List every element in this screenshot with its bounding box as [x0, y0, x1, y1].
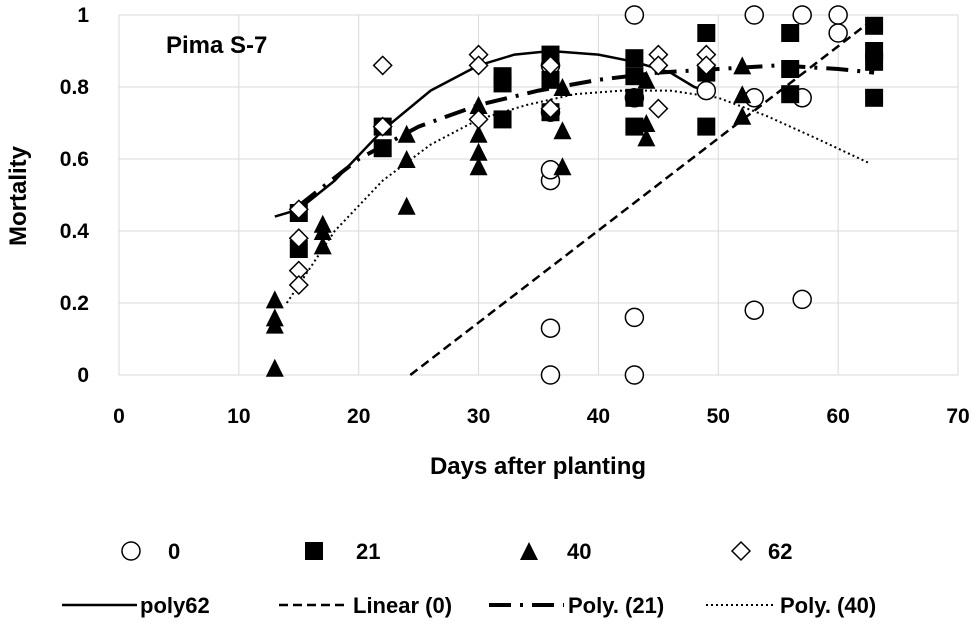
y-tick-label: 0.8 — [60, 76, 90, 99]
y-tick-label: 0 — [77, 364, 89, 387]
point-series-62 — [540, 55, 561, 76]
point-series-40 — [733, 106, 752, 125]
x-tick-label: 30 — [467, 405, 490, 428]
chart-annotation: Pima S-7 — [166, 32, 267, 59]
point-series-62 — [288, 274, 309, 296]
point-series-21 — [289, 240, 308, 258]
x-tick-label: 70 — [946, 405, 969, 428]
point-series-0 — [696, 80, 717, 101]
point-series-40 — [265, 290, 284, 309]
trendline-poly-40 — [285, 89, 869, 304]
point-series-21 — [865, 16, 884, 35]
point-series-40 — [733, 56, 752, 75]
point-series-21 — [781, 60, 800, 78]
point-series-62 — [468, 55, 489, 76]
point-series-0 — [828, 5, 848, 25]
point-series-40 — [469, 142, 488, 161]
point-series-40 — [313, 222, 332, 240]
point-series-21 — [541, 45, 560, 64]
data-points — [265, 5, 884, 385]
point-series-62 — [648, 98, 669, 119]
point-series-40 — [553, 78, 572, 96]
point-series-0 — [744, 300, 764, 320]
y-tick-label: 1 — [77, 4, 89, 27]
point-series-62 — [288, 199, 309, 220]
point-series-21 — [625, 49, 644, 68]
point-series-21 — [373, 139, 392, 158]
point-series-21 — [625, 67, 644, 86]
point-series-21 — [865, 52, 884, 71]
point-series-40 — [553, 157, 572, 176]
legend-label-62: 62 — [768, 539, 792, 564]
point-series-40 — [637, 70, 656, 89]
x-tick-label: 50 — [707, 405, 730, 428]
point-series-21 — [697, 24, 716, 42]
point-series-62 — [468, 109, 489, 130]
point-series-40 — [265, 358, 284, 377]
point-series-21 — [781, 24, 800, 42]
x-tick-label: 60 — [826, 405, 849, 428]
point-series-21 — [493, 74, 512, 93]
point-series-40 — [637, 114, 656, 132]
tick-labels: 0 10 20 30 40 50 60 70 0 0.2 0.4 0.6 0.8 1 — [60, 4, 970, 428]
legend-marker-21 — [305, 542, 323, 560]
point-series-40 — [733, 85, 752, 104]
point-series-62 — [288, 228, 309, 249]
point-series-0 — [540, 318, 561, 338]
point-series-21 — [493, 110, 512, 129]
point-series-0 — [540, 365, 561, 385]
x-tick-label: 20 — [347, 405, 370, 428]
x-axis-title: Days after planting — [430, 453, 646, 480]
legend-marker-40 — [520, 542, 538, 560]
point-series-21 — [625, 88, 644, 107]
point-series-40 — [637, 128, 656, 147]
legend-marker-0 — [121, 541, 141, 561]
point-series-0 — [828, 23, 848, 43]
point-series-21 — [781, 85, 800, 104]
grid — [118, 14, 959, 376]
point-series-0 — [624, 365, 645, 385]
point-series-21 — [697, 117, 716, 136]
x-tick-label: 10 — [227, 405, 250, 428]
point-series-62 — [540, 98, 561, 119]
point-series-0 — [624, 307, 645, 328]
point-series-0 — [792, 289, 812, 310]
legend-label-0: 0 — [168, 539, 180, 564]
legend: 0 21 40 62 poly62 Linear (0) Poly. (21) … — [62, 539, 876, 618]
point-series-40 — [397, 150, 416, 168]
legend-marker-62 — [730, 540, 752, 562]
point-series-40 — [469, 157, 488, 176]
point-series-40 — [265, 315, 284, 334]
legend-label-poly62: poly62 — [140, 593, 210, 618]
point-series-40 — [397, 196, 416, 215]
legend-label-poly40: Poly. (40) — [780, 593, 876, 618]
point-series-40 — [469, 96, 488, 114]
legend-label-poly21: Poly. (21) — [568, 593, 664, 618]
point-series-0 — [744, 5, 764, 25]
point-series-62 — [696, 55, 717, 76]
point-series-0 — [624, 5, 645, 25]
point-series-40 — [397, 124, 416, 143]
point-series-21 — [865, 88, 884, 107]
y-tick-label: 0.6 — [60, 148, 89, 171]
point-series-40 — [553, 121, 572, 140]
legend-label-40: 40 — [567, 539, 591, 564]
y-axis-title: Mortality — [5, 145, 32, 246]
x-tick-label: 40 — [587, 405, 610, 428]
point-series-0 — [792, 5, 812, 25]
point-series-62 — [648, 55, 669, 76]
point-series-40 — [469, 124, 488, 143]
legend-label-linear0: Linear (0) — [353, 593, 452, 618]
legend-label-21: 21 — [356, 539, 380, 564]
point-series-21 — [541, 70, 560, 89]
x-tick-label: 0 — [113, 405, 125, 428]
point-series-62 — [372, 116, 393, 137]
y-tick-label: 0.4 — [60, 220, 90, 243]
y-tick-label: 0.2 — [60, 292, 89, 315]
point-series-40 — [313, 236, 332, 255]
point-series-62 — [372, 55, 393, 76]
